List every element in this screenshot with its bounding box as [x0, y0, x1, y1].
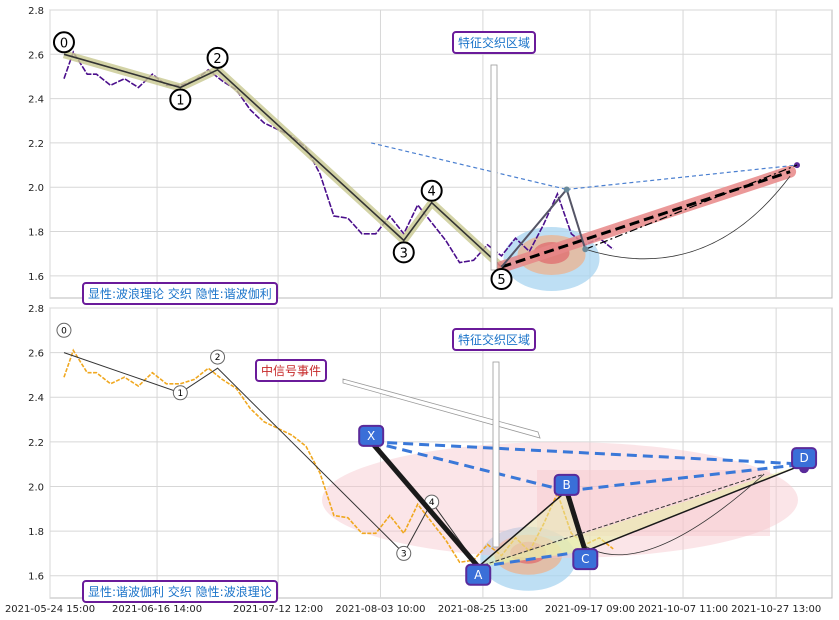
- wave-point-2: [206, 46, 229, 69]
- bottom-annotation-text: 特征交织区域: [458, 333, 531, 347]
- wave-label-0: 0: [61, 326, 67, 336]
- wave-point-1: [169, 88, 192, 111]
- wave-point-0: [52, 31, 75, 54]
- harmonic-label-B: B: [563, 478, 571, 492]
- wave-label-4: 4: [429, 498, 435, 508]
- wave-label-3: 3: [400, 246, 408, 261]
- wave-label-3: 3: [401, 549, 407, 559]
- y-tick-label: 2.0: [28, 482, 44, 493]
- top-annotation-text: 特征交织区域: [458, 36, 531, 50]
- harmonic-point-X: [358, 424, 385, 447]
- harmonic-point-B: [553, 473, 580, 496]
- y-tick-label: 1.6: [28, 572, 44, 583]
- wave-point-3: [392, 241, 415, 264]
- x-tick-label: 2021-08-03 10:00: [335, 604, 425, 615]
- dash-dot-line: [585, 164, 798, 250]
- x-tick-label: 2021-10-07 11:00: [638, 604, 728, 615]
- harmonic-leg-BC: [564, 490, 588, 552]
- harmonic-ratio-XB: [370, 440, 568, 493]
- wave-point-0: [56, 322, 72, 338]
- top-legend-box: 显性:波浪理论 交织 隐性:谐波伽利: [82, 282, 278, 305]
- vertical-pointer: [492, 361, 500, 548]
- y-tick-label: 2.8: [28, 6, 44, 17]
- harmonic-label-D: D: [799, 451, 808, 465]
- wave-label-1: 1: [177, 389, 183, 399]
- wave-line: [63, 352, 479, 568]
- bottom-legend-box: 显性:谐波伽利 交织 隐性:波浪理论: [82, 580, 278, 603]
- wave-label-0: 0: [60, 36, 68, 51]
- plot-frame: [49, 9, 833, 299]
- vertical-pointer: [490, 64, 498, 271]
- bottom-annotation-box: 特征交织区域: [452, 328, 537, 351]
- harmonic-leg-XA: [369, 440, 481, 569]
- point-c-marker: [582, 246, 589, 253]
- wave-point-1: [172, 385, 188, 401]
- point-b-marker: [563, 186, 570, 193]
- harmonic-leg-CD: [585, 463, 805, 552]
- wave-point-4: [420, 179, 443, 202]
- wave-point-2: [210, 349, 226, 365]
- wave-label-1: 1: [176, 94, 184, 109]
- wave-point-5: [490, 267, 513, 290]
- y-tick-label: 2.4: [28, 95, 44, 106]
- wave-label-4: 4: [428, 185, 436, 200]
- arc-curve: [585, 473, 765, 556]
- y-tick-label: 2.2: [28, 139, 44, 150]
- price-series-line: [63, 50, 614, 264]
- harmonic-ratio-XD: [371, 440, 805, 466]
- y-tick-label: 2.6: [28, 349, 44, 360]
- panel-top: 1.6 1.8 2.0 2.2 2.4 2.6 2.8 0 1 2 3 4 5: [28, 6, 833, 299]
- harmonic-point-A: [465, 563, 492, 586]
- acd-fill: [478, 464, 805, 567]
- projection-line: [501, 170, 791, 269]
- wave-label-2: 2: [213, 52, 221, 67]
- x-tick-label: 2021-06-16 14:00: [112, 604, 202, 615]
- x-tick-label: 2021-08-25 13:00: [438, 604, 528, 615]
- arc-curve: [585, 175, 791, 260]
- harmonic-label-C: C: [581, 552, 589, 566]
- top-legend-text: 显性:波浪理论 交织 隐性:谐波伽利: [88, 287, 272, 301]
- harmonic-ratio-AC: [478, 549, 586, 569]
- signal-event-box: 中信号事件: [255, 359, 328, 382]
- harmonic-point-D: [791, 447, 818, 470]
- ad-projection: [478, 473, 765, 568]
- y-tick-label: 2.2: [28, 438, 44, 449]
- top-annotation-box: 特征交织区域: [452, 31, 537, 54]
- wave-line: [63, 53, 503, 268]
- y-tick-label: 2.6: [28, 50, 44, 61]
- x-tick-label: 2021-07-12 12:00: [233, 604, 323, 615]
- x-tick-label: 2021-05-24 15:00: [5, 604, 95, 615]
- y-tick-label: 1.8: [28, 527, 44, 538]
- harmonic-label-A: A: [474, 568, 483, 582]
- y-tick-label: 1.6: [28, 272, 44, 283]
- y-tick-label: 2.0: [28, 183, 44, 194]
- bottom-legend-text: 显性:谐波伽利 交织 隐性:波浪理论: [88, 585, 272, 599]
- wave-label-2: 2: [215, 353, 221, 363]
- panel-bottom: 1.6 1.8 2.0 2.2 2.4 2.6 2.8 0 1 2 3 4 X A B C D: [28, 304, 833, 599]
- signal-event-text: 中信号事件: [261, 364, 322, 378]
- harmonic-hint-line: [566, 164, 798, 191]
- harmonic-leg-AB: [477, 490, 568, 568]
- wave-point-3: [396, 545, 412, 561]
- y-tick-label: 2.8: [28, 304, 44, 315]
- harmonic-hint-line: [371, 142, 567, 191]
- plot-frame: [49, 307, 833, 599]
- x-tick-label: 2021-09-17 09:00: [545, 604, 635, 615]
- x-tick-label: 2021-10-27 13:00: [731, 604, 821, 615]
- wave-label-5: 5: [497, 273, 505, 288]
- harmonic-ratio-BD: [566, 462, 805, 493]
- y-tick-label: 1.8: [28, 228, 44, 239]
- y-tick-label: 2.4: [28, 393, 44, 404]
- harmonic-label-X: X: [367, 429, 375, 443]
- harmonic-point-C: [572, 548, 599, 571]
- signal-arrow: [342, 378, 541, 439]
